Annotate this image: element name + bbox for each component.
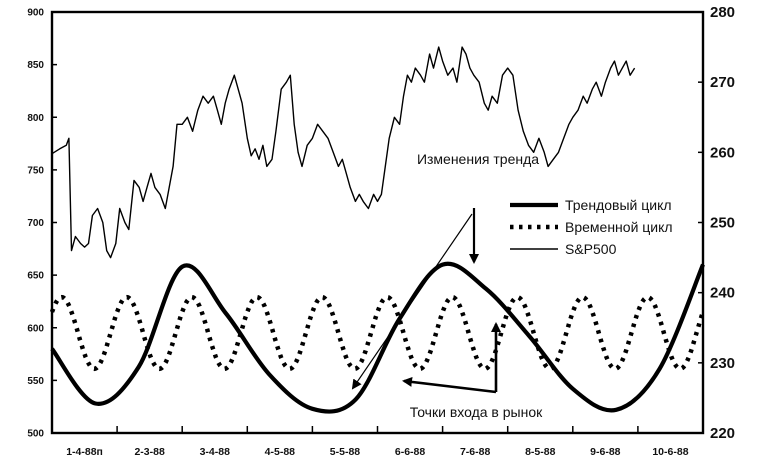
right-tick-label: 220 (710, 425, 735, 442)
x-tick-label: 9-6-88 (590, 446, 621, 458)
x-axis: 1-4-88п 2-3-88 3-4-88 4-5-88 5-5-88 6-6-88 7-6… (51, 426, 704, 458)
x-tick-label: 5-5-88 (330, 446, 361, 458)
left-tick-label: 600 (27, 323, 44, 334)
left-tick-label: 700 (27, 218, 44, 229)
x-tick-label: 4-5-88 (265, 446, 296, 458)
x-tick-label: 10-6-88 (652, 446, 688, 458)
left-tick-label: 650 (27, 271, 44, 282)
left-tick-label: 800 (27, 113, 44, 124)
right-axis: 220 230 240 250 260 270 280 (698, 4, 735, 442)
legend-label: Временной цикл (565, 219, 673, 235)
x-tick-label: 7-6-88 (460, 446, 491, 458)
series-layer (49, 46, 706, 414)
right-tick-label: 240 (710, 285, 735, 302)
x-tick-label: 2-3-88 (134, 446, 165, 458)
right-tick-label: 270 (710, 74, 735, 91)
right-tick-label: 250 (710, 215, 735, 232)
left-axis: 500 550 600 650 700 750 800 850 900 (27, 8, 57, 440)
series-sp500-line (51, 46, 636, 259)
right-tick-label: 230 (710, 355, 735, 372)
series-time-cycle-line (49, 294, 706, 372)
arrow-entry-left (402, 376, 497, 394)
annotation-trend-change: Изменения тренда (417, 151, 539, 167)
legend-label: Трендовый цикл (565, 197, 672, 213)
x-tick-label: 3-4-88 (200, 446, 231, 458)
left-tick-label: 900 (27, 8, 44, 19)
legend: Трендовый цикл Временной цикл S&P500 (510, 197, 673, 257)
left-tick-label: 500 (27, 429, 44, 440)
x-tick-label: 1-4-88п (66, 446, 103, 458)
left-tick-label: 750 (27, 165, 44, 176)
legend-label: S&P500 (565, 241, 617, 257)
x-tick-label: 8-5-88 (525, 446, 556, 458)
arrow-trend-trough (351, 213, 473, 390)
right-tick-label: 260 (710, 144, 735, 161)
right-tick-label: 280 (710, 4, 735, 21)
series-trend-cycle-line (50, 261, 705, 414)
left-tick-label: 550 (27, 376, 44, 387)
left-tick-label: 850 (27, 60, 44, 71)
x-tick-label: 6-6-88 (395, 446, 426, 458)
annotations-layer: Изменения тренда Точки входа в рынок (351, 151, 543, 420)
annotation-entry-points: Точки входа в рынок (410, 404, 543, 420)
